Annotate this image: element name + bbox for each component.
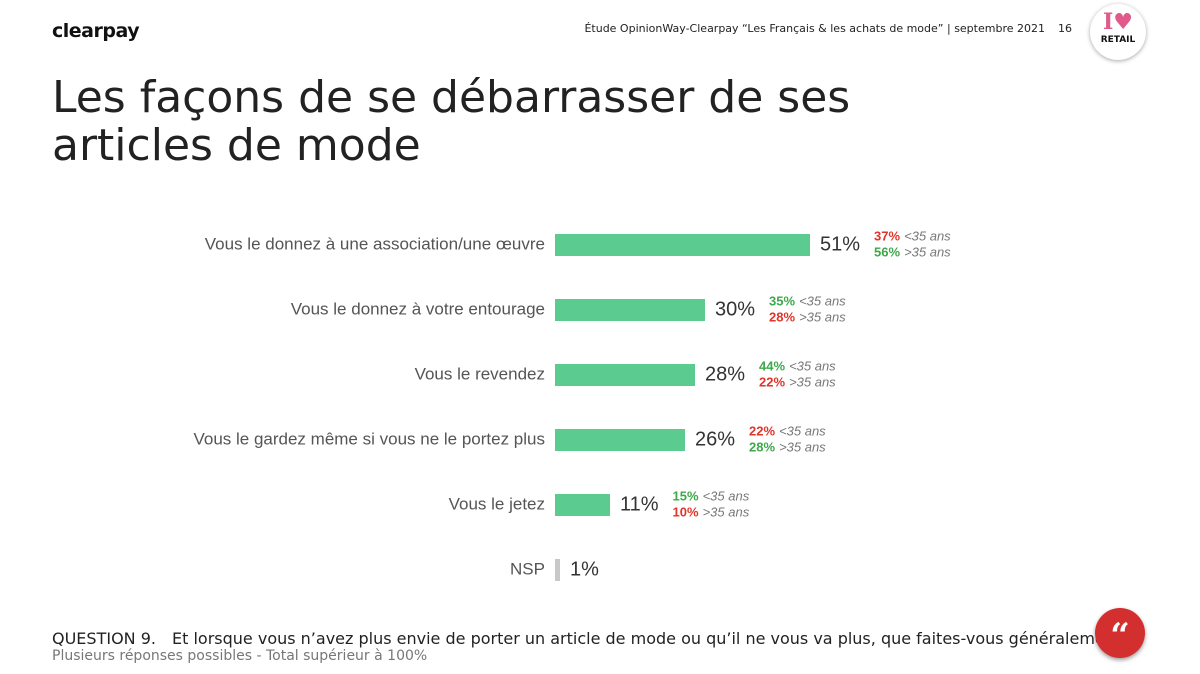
breakdown-group: <35 ans (799, 293, 846, 308)
breakdown-group: >35 ans (789, 374, 836, 389)
badge-i: I (1102, 9, 1114, 35)
category-label: NSP (510, 559, 545, 578)
breakdown-value: 28% (769, 309, 795, 324)
value-label: 26% (695, 428, 735, 450)
question-text: Et lorsque vous n’avez plus envie de por… (172, 629, 1135, 648)
breakdown-value: 22% (749, 423, 775, 438)
breakdown-value: 15% (673, 488, 699, 503)
breakdown-group: >35 ans (703, 504, 750, 519)
category-label: Vous le donnez à une association/une œuv… (205, 234, 545, 253)
quote-icon: “ (1110, 616, 1130, 656)
quote-button[interactable]: “ (1095, 608, 1145, 658)
breakdown-group: <35 ans (779, 423, 826, 438)
logo: clearpay (52, 20, 140, 42)
breakdown-group: <35 ans (904, 228, 951, 243)
category-label: Vous le donnez à votre entourage (291, 299, 545, 318)
breakdown-value: 56% (874, 244, 900, 259)
page-number: 16 (1058, 22, 1072, 35)
breakdown-group: <35 ans (703, 488, 750, 503)
source: Étude OpinionWay-Clearpay “Les Français … (584, 22, 1045, 35)
value-label: 51% (820, 233, 860, 255)
badge-text: RETAIL (1100, 35, 1136, 45)
value-label: 11% (620, 493, 659, 515)
bar (555, 494, 610, 516)
badge: I♥ RETAIL (1090, 4, 1146, 60)
breakdown-value: 10% (673, 504, 699, 519)
svg-text:“: “ (1110, 616, 1130, 656)
value-label: 30% (715, 298, 755, 320)
bar (555, 299, 705, 321)
breakdown-group: <35 ans (789, 358, 836, 373)
bar (555, 364, 695, 386)
bar (555, 234, 810, 256)
note: Plusieurs réponses possibles - Total sup… (52, 648, 428, 664)
breakdown-group: >35 ans (904, 244, 951, 259)
category-label: Vous le gardez même si vous ne le portez… (193, 429, 545, 448)
question-label: QUESTION 9. (52, 629, 156, 648)
bar (555, 559, 560, 581)
category-label: Vous le jetez (449, 494, 545, 513)
category-label: Vous le revendez (415, 364, 545, 383)
chart-title: Les façons de se débarrasser de ses arti… (52, 72, 851, 171)
bar (555, 429, 685, 451)
value-label: 28% (705, 363, 745, 385)
breakdown-value: 28% (749, 439, 775, 454)
value-label: 1% (570, 558, 599, 580)
breakdown-value: 35% (769, 293, 795, 308)
breakdown-value: 37% (874, 228, 900, 243)
question: QUESTION 9. Et lorsque vous n’avez plus e… (52, 629, 1135, 648)
breakdown-group: >35 ans (799, 309, 846, 324)
breakdown-value: 22% (759, 374, 785, 389)
breakdown-group: >35 ans (779, 439, 826, 454)
breakdown-value: 44% (759, 358, 785, 373)
